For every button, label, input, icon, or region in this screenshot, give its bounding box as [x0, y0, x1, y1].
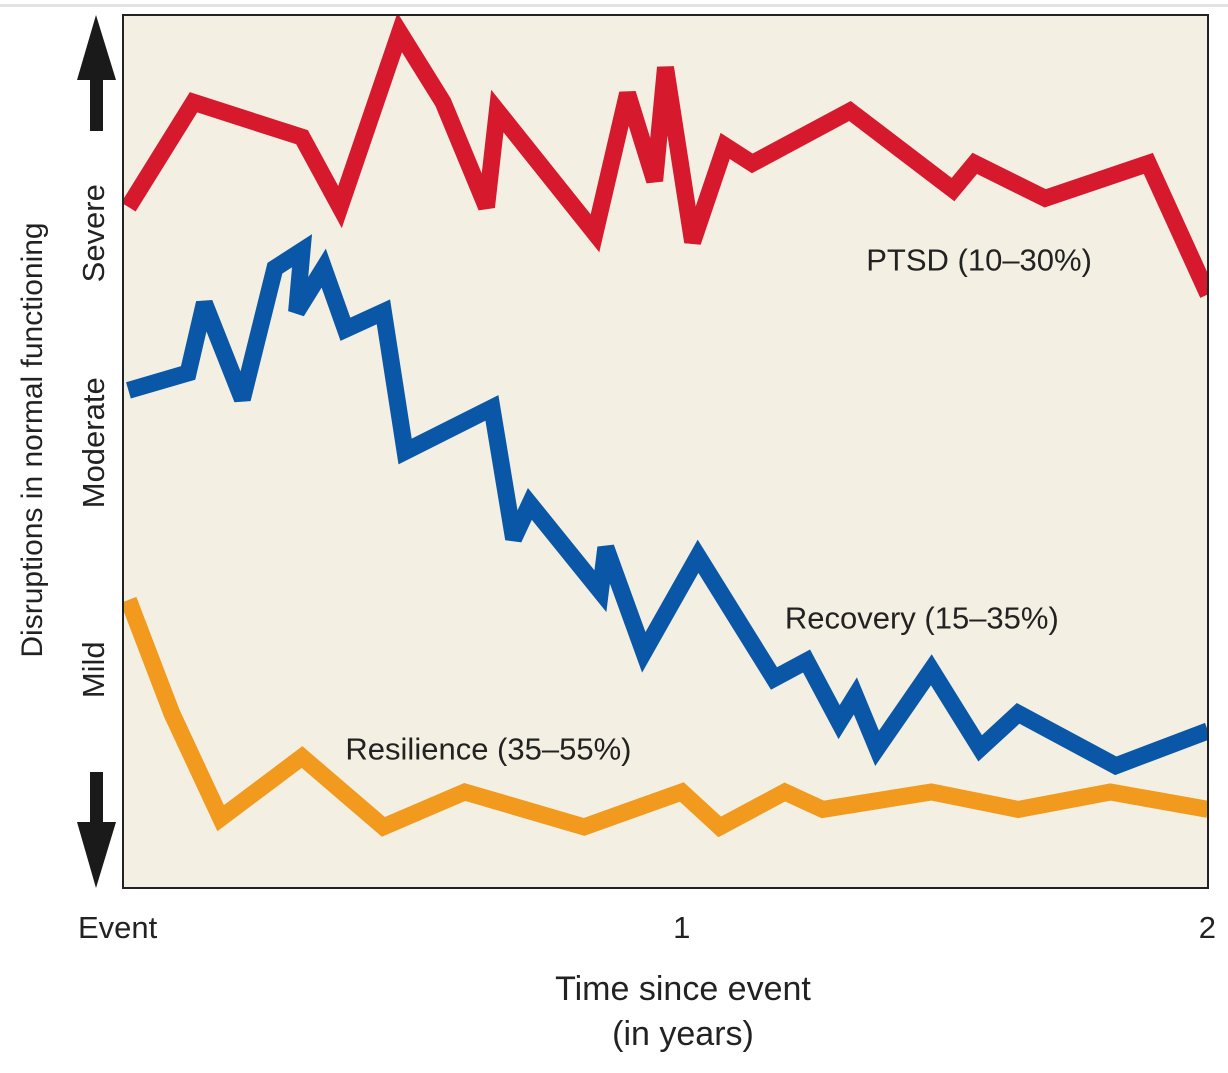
- y-tick-label: Moderate: [76, 377, 111, 508]
- plot-frame: [122, 14, 1209, 889]
- arrow-up-icon: [77, 15, 116, 131]
- series-label-resilience: Resilience (35–55%): [345, 731, 631, 766]
- x-axis-title-line2: (in years): [612, 1015, 754, 1053]
- series-label-recovery: Recovery (15–35%): [785, 600, 1059, 635]
- y-tick-label: Mild: [76, 641, 111, 698]
- y-tick-label: Severe: [76, 184, 111, 282]
- y-axis-title: Disruptions in normal functioning: [16, 222, 49, 657]
- top-divider: [0, 4, 1228, 7]
- arrow-down-icon: [77, 772, 116, 888]
- x-tick-label: 2: [1199, 910, 1216, 945]
- x-tick-label: Event: [78, 910, 158, 945]
- x-tick-label: 1: [673, 910, 690, 945]
- series-line-recovery: [126, 234, 1208, 776]
- x-axis-title-line1: Time since event: [555, 970, 811, 1008]
- plot-area: [123, 15, 1208, 888]
- series-label-ptsd: PTSD (10–30%): [866, 242, 1092, 277]
